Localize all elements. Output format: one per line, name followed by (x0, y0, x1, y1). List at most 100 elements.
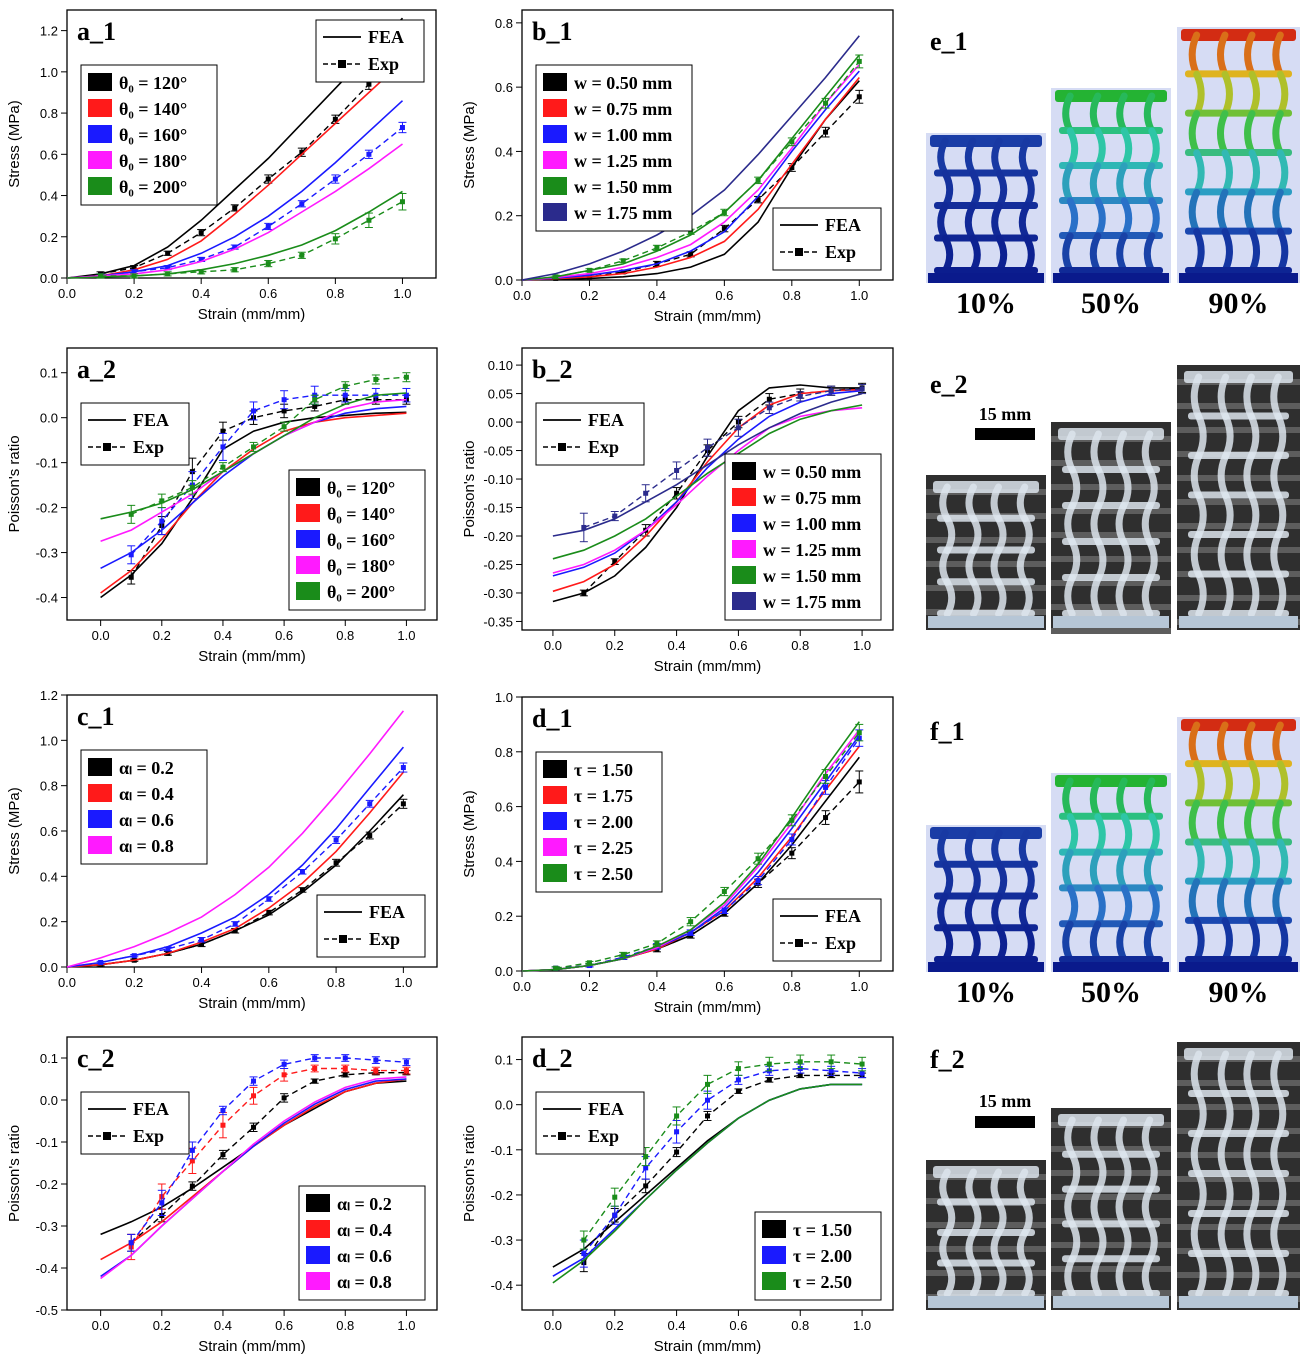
exp-marker (265, 261, 271, 267)
exp-marker (220, 1108, 226, 1113)
exp-marker (403, 1059, 409, 1065)
base (1179, 962, 1298, 972)
exp-marker (189, 1147, 195, 1153)
strut (937, 1198, 1035, 1206)
strut (1058, 428, 1164, 440)
exp-marker (612, 1212, 618, 1218)
legend-label: FEA (133, 410, 169, 430)
y-tick-label: 0.1 (40, 1051, 58, 1066)
y-axis-label: Stress (MPa) (6, 100, 23, 188)
exp-marker (400, 801, 406, 807)
exp-marker (165, 271, 171, 277)
strut (1188, 1170, 1289, 1177)
style-legend: FEA Exp (535, 402, 645, 466)
stripe (1177, 475, 1300, 481)
stripe (1051, 460, 1171, 466)
x-tick-label: 0.6 (729, 1318, 747, 1333)
x-tick-label: 0.0 (513, 288, 531, 303)
stripe (1177, 1272, 1300, 1278)
y-tick-label: -0.3 (36, 1219, 58, 1234)
x-tick-label: 0.6 (729, 638, 747, 653)
x-tick-label: 0.2 (125, 975, 143, 990)
exp-marker (705, 445, 710, 451)
x-tick-label: 1.0 (850, 979, 868, 994)
strut (1062, 1185, 1160, 1193)
exp-line (130, 394, 407, 556)
strut (1184, 371, 1293, 383)
y-tick-label: 1.0 (40, 65, 58, 80)
caption: 10% (956, 287, 1016, 320)
legend-label: τ = 1.75 (574, 786, 633, 806)
exp-marker (299, 869, 305, 875)
exp-line (583, 388, 863, 529)
fea-line (552, 392, 863, 537)
photo-base (1179, 616, 1298, 628)
exp-marker (766, 405, 772, 411)
x-tick-label: 0.0 (513, 979, 531, 994)
exp-marker (789, 817, 795, 823)
exp-marker (342, 1066, 348, 1071)
exp-marker (828, 1068, 834, 1074)
strut (934, 267, 1038, 274)
style-legend: FEA Exp (316, 894, 426, 958)
exp-marker (128, 1240, 134, 1246)
legend-label: τ = 2.50 (793, 1272, 852, 1292)
strut (1062, 466, 1160, 473)
exp-marker (312, 1055, 318, 1061)
style-legend: FEA Exp (80, 402, 190, 466)
stripe (1051, 556, 1171, 562)
strut (1188, 491, 1289, 499)
stripe (926, 561, 1046, 567)
stripe (1177, 1152, 1300, 1158)
exp-marker (620, 952, 626, 958)
strut (1181, 29, 1296, 41)
exp-marker (612, 513, 618, 519)
exp-marker (856, 58, 862, 64)
stripe (1051, 628, 1171, 634)
legend-label: θ₀ = 140° (119, 99, 187, 119)
exp-marker (232, 928, 238, 934)
x-tick-label: 0.4 (192, 286, 210, 301)
panel-label: b_2 (532, 355, 572, 384)
legend-swatch (762, 1272, 786, 1290)
legend-swatch (732, 488, 756, 506)
exp-marker (620, 954, 626, 960)
legend-swatch (543, 73, 567, 91)
legend-exp-marker (339, 935, 347, 943)
stripe (1177, 499, 1300, 505)
fea-line (66, 60, 404, 279)
exp-marker (266, 896, 272, 902)
legend-swatch (296, 478, 320, 496)
y-tick-label: 0.4 (495, 144, 513, 159)
y-tick-label: 1.2 (40, 24, 58, 39)
legend-swatch (543, 786, 567, 804)
scale-bar (975, 1116, 1035, 1128)
panel-label: c_1 (77, 702, 115, 731)
plot-frame (521, 347, 894, 631)
legend-swatch (88, 125, 112, 143)
legend: θ₀ = 120° θ₀ = 140° θ₀ = 160° θ₀ = 180° θ₀ =… (288, 469, 426, 611)
style-legend: FEA Exp (535, 1091, 645, 1155)
stripe (1177, 1104, 1300, 1110)
strut (1185, 70, 1292, 78)
strut (934, 202, 1038, 209)
exp-marker (643, 1165, 649, 1171)
legend-swatch (296, 504, 320, 522)
photo-panel (926, 1042, 1300, 1310)
exp-marker (859, 386, 865, 392)
exp-marker (189, 484, 195, 490)
exp-marker (312, 1078, 318, 1084)
legend-swatch (306, 1194, 330, 1212)
exp-marker (131, 269, 137, 275)
base (1179, 273, 1298, 283)
legend: τ = 1.50 τ = 1.75 τ = 2.00 τ = 2.25 τ = 2.50 (535, 751, 663, 893)
legend-label: αₗ = 0.6 (119, 810, 174, 830)
exp-marker (189, 1158, 195, 1164)
stripe (926, 537, 1046, 543)
exp-marker (755, 856, 761, 862)
legend: αₗ = 0.2 αₗ = 0.4 αₗ = 0.6 αₗ = 0.8 (298, 1185, 426, 1301)
y-tick-label: -0.35 (483, 614, 513, 629)
stripe (1051, 508, 1171, 514)
x-tick-label: 0.0 (544, 1318, 562, 1333)
x-tick-label: 0.4 (214, 628, 232, 643)
